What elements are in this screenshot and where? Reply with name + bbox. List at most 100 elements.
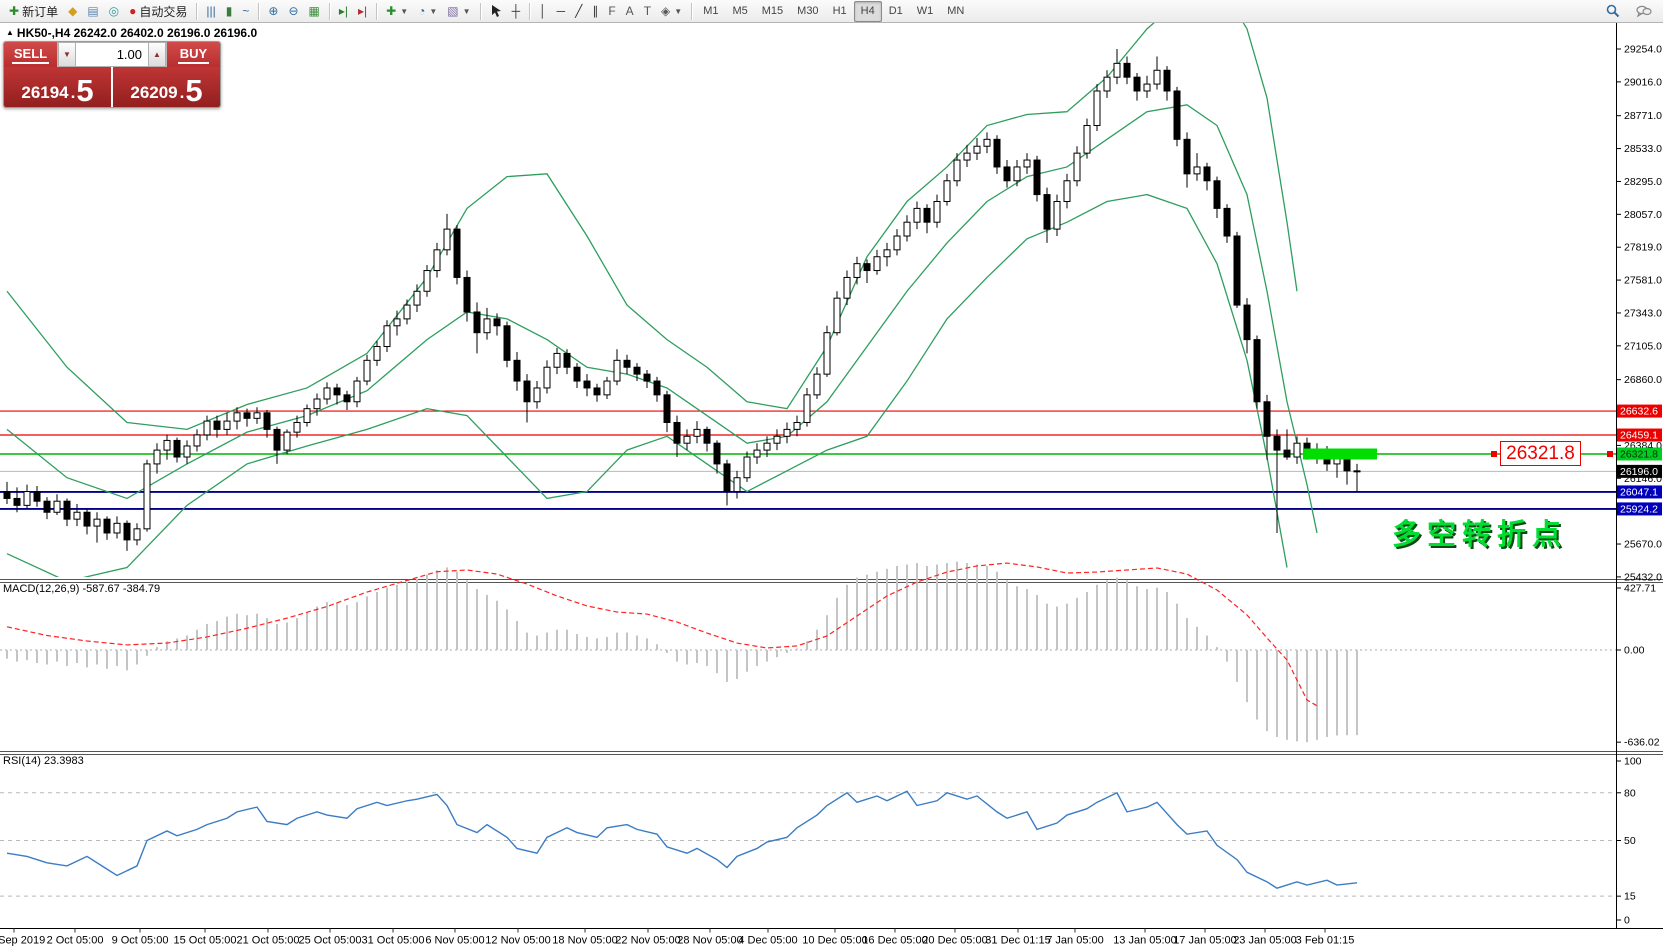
note-text[interactable]: 多空转折点: [1392, 519, 1568, 551]
candle-body: [1183, 138, 1191, 175]
equidistant-channel-button[interactable]: ∥: [587, 0, 603, 22]
candle-body: [753, 449, 761, 458]
templates-dropdown-icon[interactable]: ▼: [462, 6, 471, 16]
tile-windows-button[interactable]: ▦: [304, 0, 325, 22]
candle-body: [163, 439, 171, 451]
text-label-button[interactable]: T: [639, 0, 656, 22]
candle-body: [353, 380, 361, 403]
zoom-out-button[interactable]: ⊖: [283, 0, 303, 22]
templates-icon: ▧: [447, 4, 459, 18]
indicators-button[interactable]: ✚ ▼: [381, 0, 413, 22]
candle-body: [803, 394, 811, 423]
price-badge-label: 26632.6: [1620, 406, 1658, 418]
candle-body: [1243, 304, 1251, 341]
candle-body: [433, 249, 441, 272]
price-scale: 29254.0 29016.0 28771.0 28533.0 28295.0 28057…: [1616, 44, 1662, 927]
toolbar-separator: [328, 2, 330, 20]
arrows-dropdown-icon[interactable]: ▼: [674, 6, 683, 16]
candle-body: [203, 420, 211, 436]
candle-body: [693, 428, 701, 437]
fibonacci-button[interactable]: F: [603, 0, 620, 22]
autotrading-button[interactable]: ● 自动交易: [124, 0, 192, 22]
bar-chart-button[interactable]: |||: [201, 0, 220, 22]
date-tick-label: 25 Sep 2019: [0, 935, 45, 947]
market-watch-button[interactable]: ◆: [63, 0, 82, 22]
collapse-marker-icon[interactable]: ▲: [6, 28, 14, 37]
toolbar-separator: [196, 2, 198, 20]
line-chart-button[interactable]: ~: [237, 0, 254, 22]
timeframe-d1-button[interactable]: D1: [888, 5, 903, 17]
callout-handle[interactable]: [1491, 451, 1497, 457]
buy-button[interactable]: BUY: [167, 42, 220, 67]
periods-button[interactable]: ◔ ▼: [413, 0, 442, 22]
candle-body: [263, 412, 271, 430]
chart-shift-button[interactable]: ▸|: [353, 0, 372, 22]
timeframe-h4-button[interactable]: H4: [853, 0, 882, 22]
periods-dropdown-icon[interactable]: ▼: [429, 6, 438, 16]
price-badge-label: 26321.8: [1620, 449, 1658, 461]
candle-body: [1263, 401, 1271, 437]
timeframe-m15-button[interactable]: M15: [761, 5, 784, 17]
crosshair-icon: ┼: [511, 4, 521, 18]
date-tick-label: 25 Oct 05:00: [299, 935, 362, 947]
macd-tick-label: 0.00: [1624, 645, 1645, 657]
templates-button[interactable]: ▧ ▼: [442, 0, 475, 22]
candle-body: [223, 420, 231, 430]
candlestick-chart-button[interactable]: ▮: [221, 0, 238, 22]
timeframe-mn-button[interactable]: MN: [947, 5, 965, 17]
candle-body: [33, 491, 41, 502]
chart-shift-icon: ▸|: [358, 4, 368, 18]
timeframe-m5-button[interactable]: M5: [732, 5, 748, 17]
date-tick-label: 3 Feb 01:15: [1296, 935, 1355, 947]
date-tick-label: 13 Jan 05:00: [1113, 935, 1177, 947]
candle-body: [953, 159, 961, 182]
cursor-button[interactable]: [485, 0, 507, 22]
timeframe-m1-button[interactable]: M1: [703, 5, 719, 17]
date-tick-label: 28 Nov 05:00: [677, 935, 742, 947]
volume-input[interactable]: 1.00: [76, 42, 148, 67]
candle-body: [1173, 90, 1181, 140]
candle-body: [943, 180, 951, 202]
price-callout-box[interactable]: 26321.8: [1500, 441, 1581, 466]
candle-body: [1253, 339, 1261, 403]
zoom-in-button[interactable]: ⊕: [263, 0, 283, 22]
new-order-button[interactable]: ✚ 新订单: [4, 0, 63, 22]
vertical-line-button[interactable]: │: [534, 0, 552, 22]
sell-price[interactable]: 26194. 5: [4, 67, 111, 107]
volume-decrement-button[interactable]: ▼: [58, 42, 76, 67]
timeframe-h1-button[interactable]: H1: [832, 5, 847, 17]
indicators-dropdown-icon[interactable]: ▼: [400, 6, 409, 16]
candle-body: [1143, 83, 1151, 92]
candle-body: [1153, 69, 1161, 85]
candle-body: [373, 346, 381, 361]
text-button[interactable]: A: [621, 0, 639, 22]
price-tick-label: 27581.0: [1624, 275, 1662, 287]
tile-windows-icon: ▦: [308, 4, 320, 18]
date-tick-label: 9 Oct 05:00: [112, 935, 169, 947]
sell-button[interactable]: SELL: [4, 42, 57, 67]
callout-handle[interactable]: [1607, 451, 1613, 457]
navigator-button[interactable]: ◎: [104, 0, 124, 22]
crosshair-button[interactable]: ┼: [507, 0, 526, 22]
chart-canvas[interactable]: 29254.0 29016.0 28771.0 28533.0 28295.0 28057…: [0, 23, 1663, 949]
trendline-button[interactable]: ╱: [570, 0, 587, 22]
volume-increment-button[interactable]: ▲: [148, 42, 166, 67]
auto-scroll-button[interactable]: ▸|: [334, 0, 353, 22]
search-button[interactable]: [1601, 0, 1625, 22]
arrows-button[interactable]: ◈ ▼: [656, 0, 687, 22]
timeframe-w1-button[interactable]: W1: [916, 5, 934, 17]
candle-body: [1043, 194, 1051, 230]
candle-body: [443, 228, 451, 251]
date-tick-label: 12 Nov 05:00: [485, 935, 550, 947]
candle-body: [3, 491, 11, 499]
highlight-bar[interactable]: [1303, 448, 1377, 460]
candle-body: [1273, 435, 1281, 451]
data-window-button[interactable]: ▤: [82, 0, 103, 22]
timeframe-m30-button[interactable]: M30: [797, 5, 819, 17]
candle-body: [13, 497, 21, 506]
horizontal-line-button[interactable]: ─: [552, 0, 571, 22]
chat-button[interactable]: [1631, 0, 1657, 22]
candle-body: [313, 398, 321, 410]
buy-price[interactable]: 26209. 5: [113, 67, 220, 107]
